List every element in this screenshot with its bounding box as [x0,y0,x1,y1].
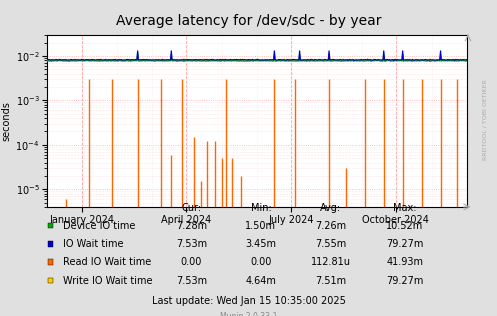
Text: 41.93m: 41.93m [387,257,423,267]
Text: 7.28m: 7.28m [176,221,207,231]
Text: 79.27m: 79.27m [386,239,424,249]
Text: 112.81u: 112.81u [311,257,350,267]
Y-axis label: seconds: seconds [1,101,11,141]
Text: 79.27m: 79.27m [386,276,424,286]
Text: 7.53m: 7.53m [176,276,207,286]
Text: Average latency for /dev/sdc - by year: Average latency for /dev/sdc - by year [116,14,381,28]
Text: Min:: Min: [250,203,271,213]
Text: 7.55m: 7.55m [315,239,346,249]
Text: Read IO Wait time: Read IO Wait time [63,257,151,267]
Text: 3.45m: 3.45m [246,239,276,249]
Text: Munin 2.0.33-1: Munin 2.0.33-1 [220,312,277,316]
Text: Avg:: Avg: [320,203,341,213]
Text: Cur:: Cur: [181,203,201,213]
Text: 0.00: 0.00 [180,257,202,267]
Text: 7.26m: 7.26m [315,221,346,231]
Text: 7.53m: 7.53m [176,239,207,249]
Text: 0.00: 0.00 [250,257,272,267]
Text: RRDTOOL / TOBI OETIKER: RRDTOOL / TOBI OETIKER [482,80,487,161]
Text: Max:: Max: [393,203,417,213]
Text: 10.52m: 10.52m [387,221,423,231]
Text: 7.51m: 7.51m [315,276,346,286]
Text: 4.64m: 4.64m [246,276,276,286]
Text: Last update: Wed Jan 15 10:35:00 2025: Last update: Wed Jan 15 10:35:00 2025 [152,296,345,306]
Text: 1.50m: 1.50m [246,221,276,231]
Text: IO Wait time: IO Wait time [63,239,123,249]
Text: Device IO time: Device IO time [63,221,135,231]
Text: Write IO Wait time: Write IO Wait time [63,276,152,286]
